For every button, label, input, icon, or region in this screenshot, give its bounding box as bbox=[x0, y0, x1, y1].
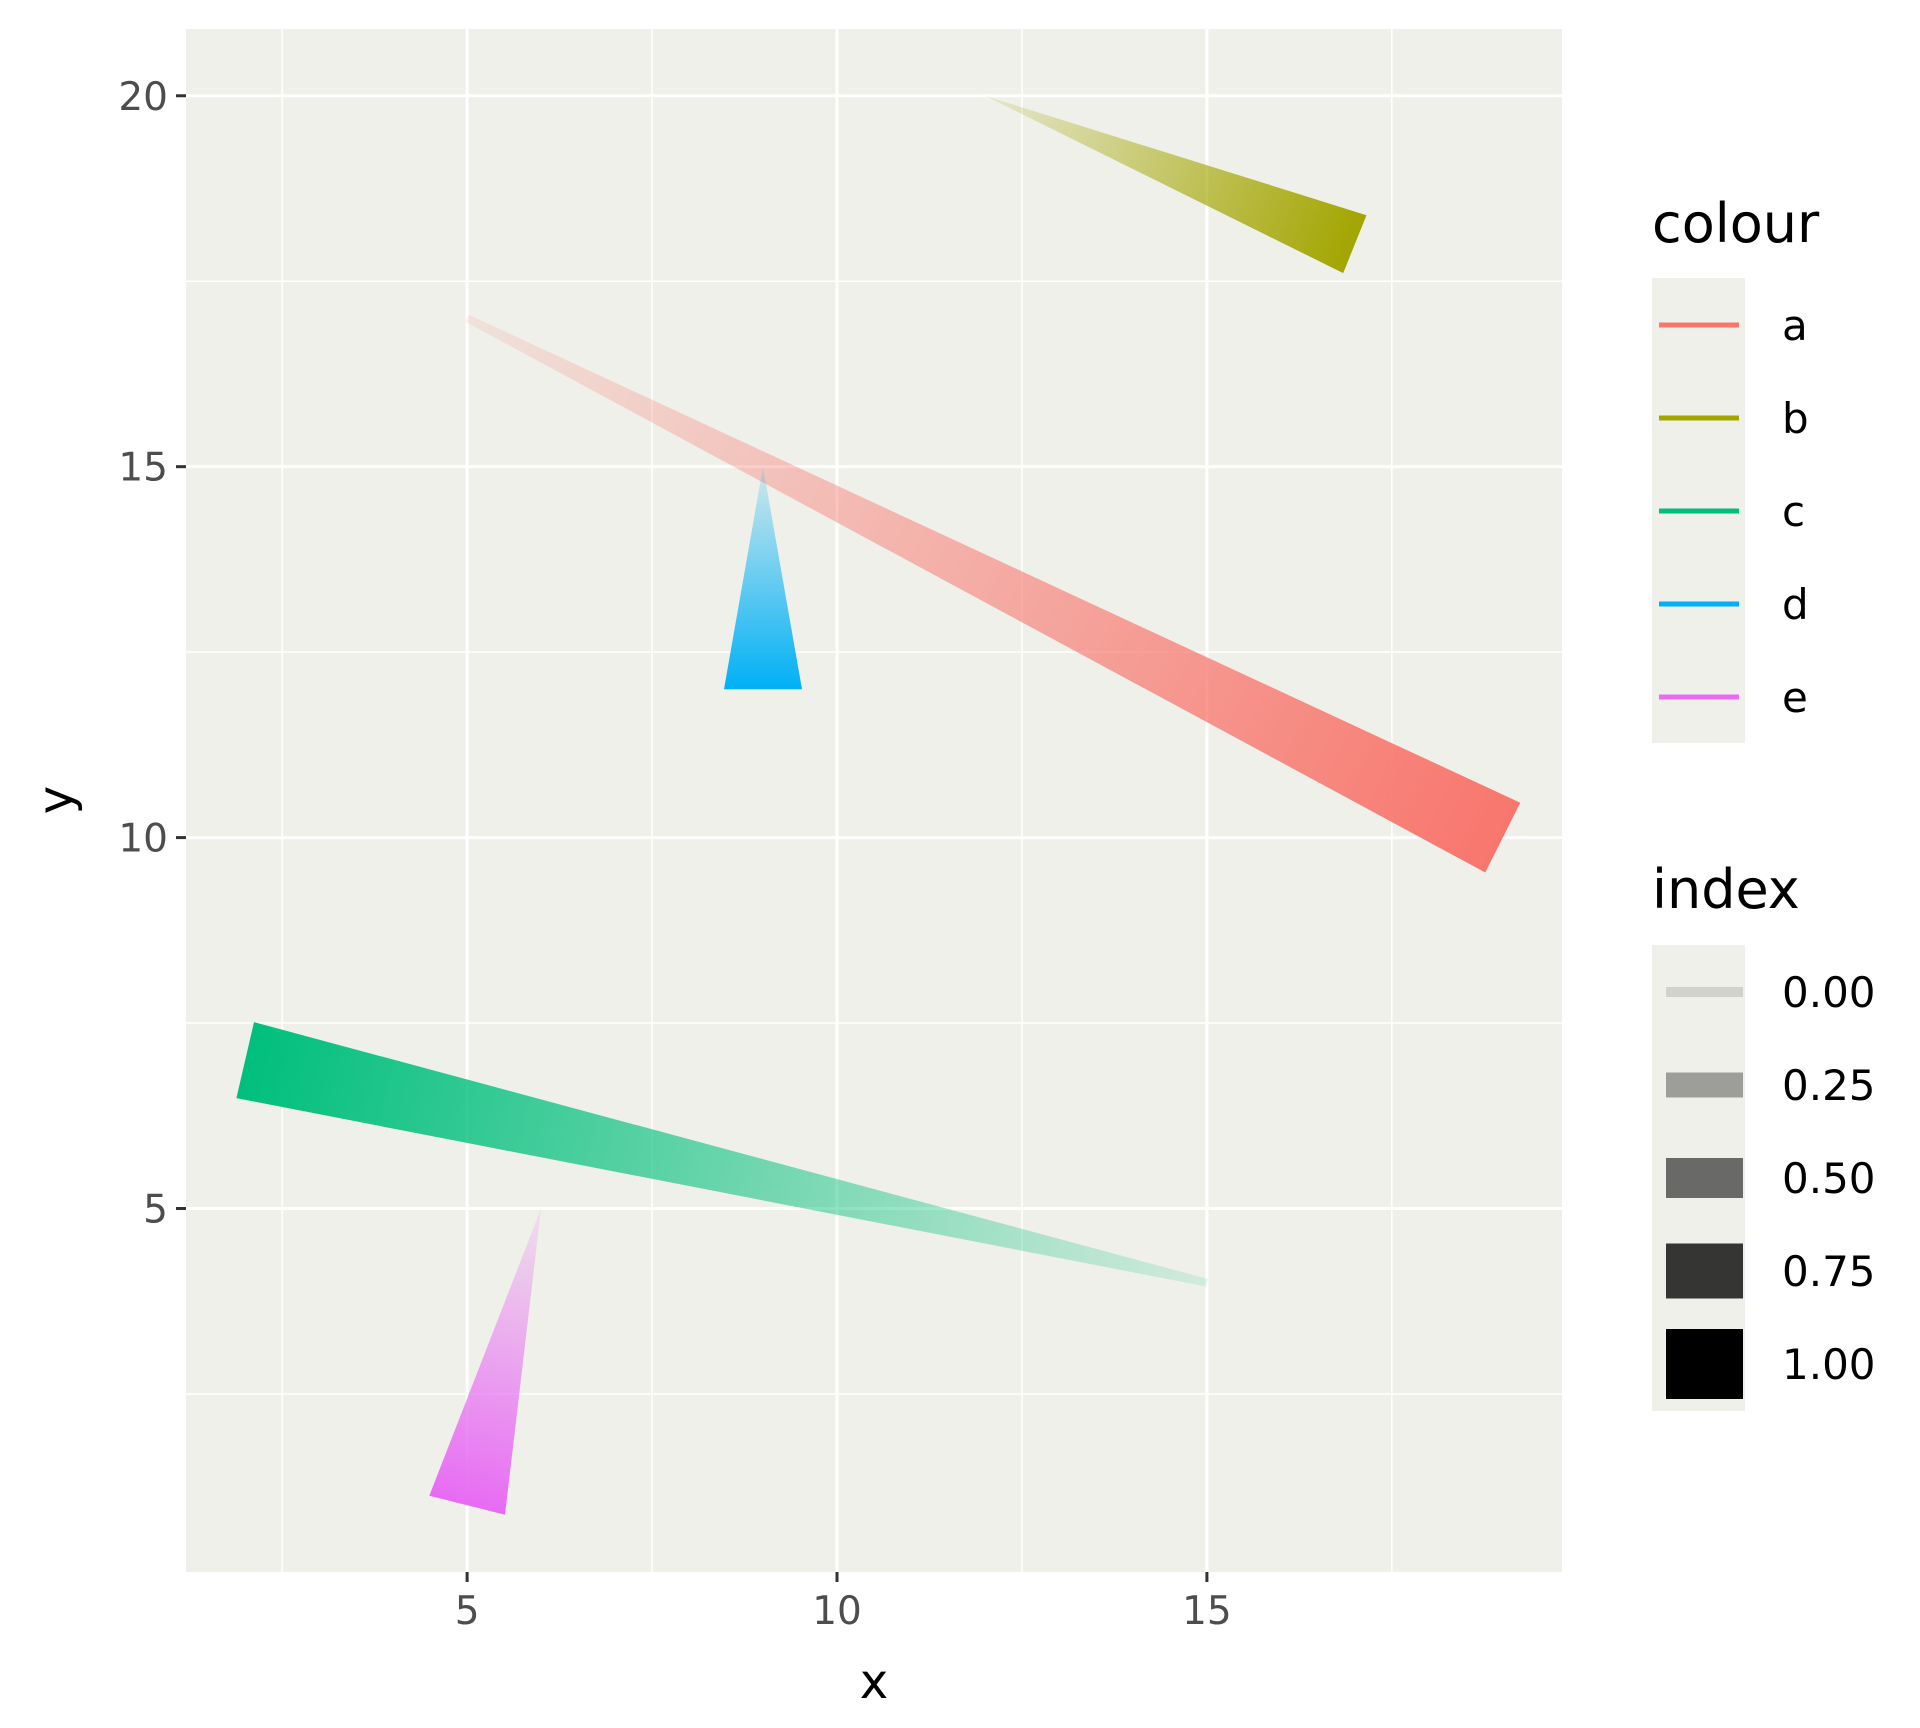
legend-index-label: 0.75 bbox=[1782, 1247, 1876, 1296]
y-axis-title: y bbox=[28, 786, 84, 814]
y-tick-label: 5 bbox=[143, 1188, 168, 1233]
series-a-line bbox=[465, 314, 1521, 873]
plot-panel bbox=[186, 29, 1562, 1572]
legend-colour-label: b bbox=[1782, 394, 1809, 443]
y-tick-label: 10 bbox=[118, 817, 168, 862]
series-c-line bbox=[236, 1022, 1208, 1287]
series-d-line bbox=[724, 466, 802, 690]
x-tick-label: 10 bbox=[812, 1589, 862, 1634]
y-tick-label: 20 bbox=[118, 75, 168, 120]
legend-colour-label: d bbox=[1782, 580, 1809, 629]
legend-index-label: 0.25 bbox=[1782, 1061, 1876, 1110]
major-gridlines bbox=[186, 29, 1562, 1572]
legend-index-key bbox=[1666, 1158, 1743, 1198]
legend-index-key bbox=[1666, 987, 1743, 997]
legend-index-key bbox=[1666, 1329, 1743, 1399]
minor-gridlines bbox=[186, 29, 1562, 1572]
legend-index-title: index bbox=[1652, 858, 1800, 921]
legend-index: index 0.00 0.25 0.50 0.75 1.00 bbox=[1652, 858, 1876, 1411]
legend-colour-label: c bbox=[1782, 487, 1805, 536]
legend-index-label: 0.00 bbox=[1782, 968, 1876, 1017]
legend-colour-label: a bbox=[1782, 301, 1808, 350]
legend-index-key bbox=[1666, 1243, 1743, 1299]
series-layer bbox=[236, 95, 1521, 1515]
y-tick-label: 15 bbox=[118, 446, 168, 491]
series-e-line bbox=[429, 1208, 542, 1515]
legend-index-key bbox=[1666, 1072, 1743, 1098]
x-tick-label: 5 bbox=[455, 1589, 480, 1634]
legend-index-label: 0.50 bbox=[1782, 1154, 1876, 1203]
axes: 5 10 15 5 10 15 20 bbox=[118, 75, 1231, 1634]
legend-colour-title: colour bbox=[1652, 192, 1820, 255]
x-tick-label: 15 bbox=[1182, 1589, 1232, 1634]
legend-index-label: 1.00 bbox=[1782, 1340, 1876, 1389]
series-b-line bbox=[985, 95, 1367, 274]
x-axis-title: x bbox=[860, 1654, 888, 1710]
legend-colour-label: e bbox=[1782, 673, 1808, 722]
